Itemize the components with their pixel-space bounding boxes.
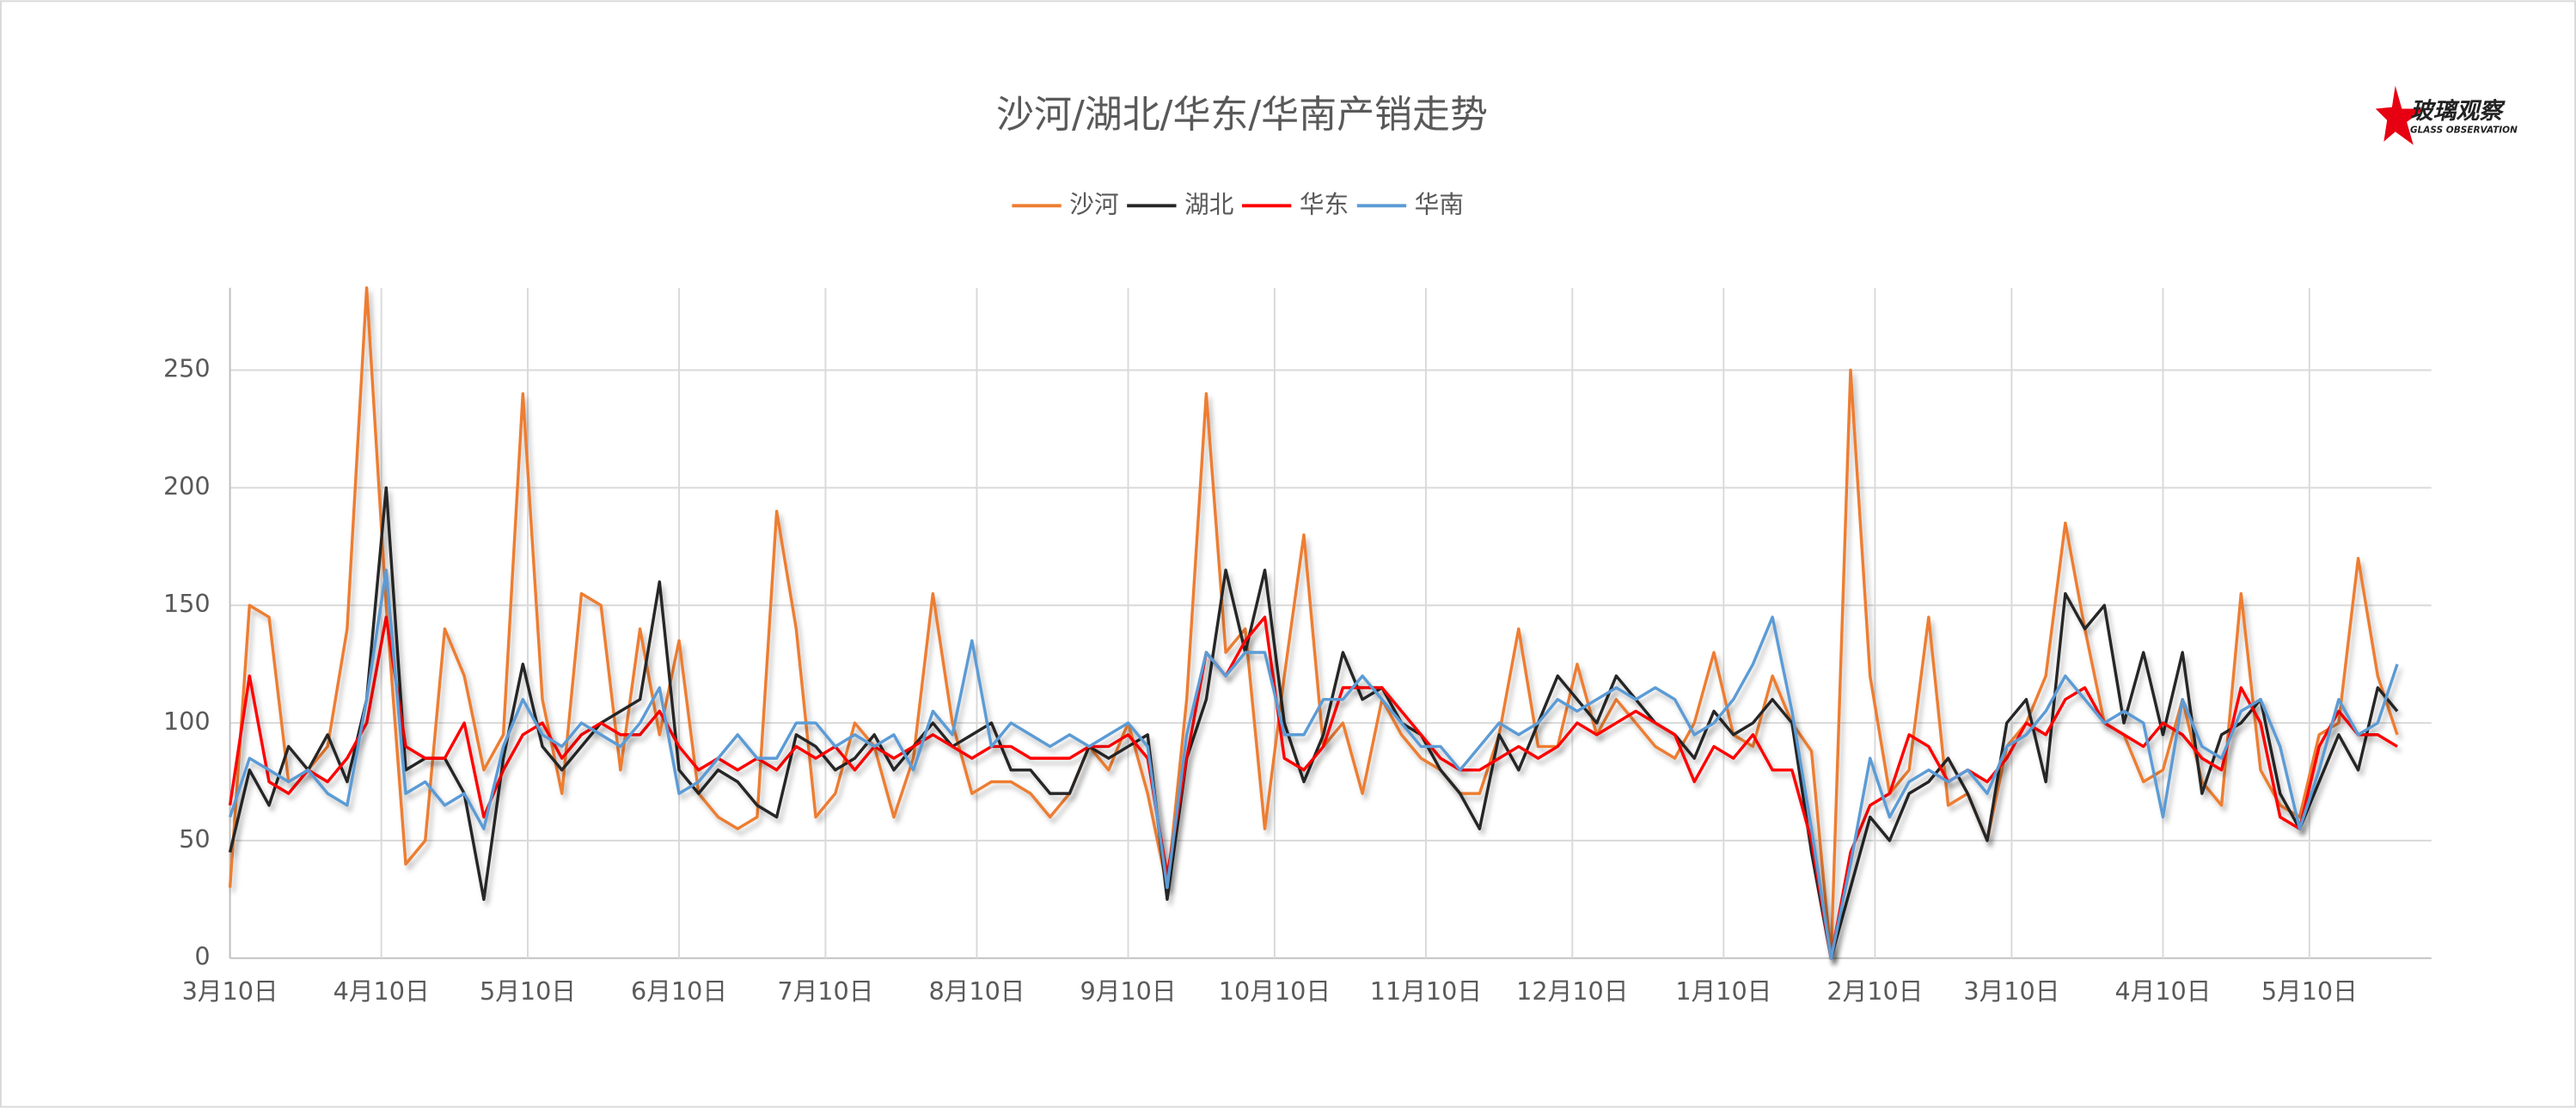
legend-label: 华东 — [1300, 189, 1349, 218]
plot: 0 50 100 150 200 250 3月10日 4月10日 5月10日 6月10日 7月10日… — [163, 189, 2432, 1006]
x-tick-label: 11月10日 — [1370, 976, 1482, 1006]
legend-label: 华南 — [1415, 189, 1464, 218]
y-tick-label: 250 — [163, 354, 211, 383]
logo-text: 玻璃观察 — [2410, 98, 2506, 125]
x-tick-label: 12月10日 — [1516, 976, 1628, 1006]
chart-title: 沙河/湖北/华东/华南产销走势 — [996, 93, 1488, 137]
x-tick-label: 2月10日 — [1826, 976, 1923, 1006]
x-tick-label: 3月10日 — [182, 976, 278, 1006]
x-tick-label: 6月10日 — [631, 976, 727, 1006]
x-tick-label: 4月10日 — [333, 976, 430, 1006]
x-tick-label: 8月10日 — [928, 976, 1025, 1006]
legend-label: 湖北 — [1184, 189, 1233, 218]
series-line — [228, 568, 2399, 960]
x-tick-label: 9月10日 — [1080, 976, 1177, 1006]
x-tick-label: 10月10日 — [1219, 976, 1331, 1006]
y-tick-label: 100 — [163, 707, 211, 736]
y-tick-label: 50 — [179, 824, 210, 854]
legend-label: 沙河 — [1069, 189, 1118, 218]
logo: 玻璃观察 GLASS OBSERVATION — [2375, 85, 2518, 145]
x-tick-label: 3月10日 — [1963, 976, 2059, 1006]
series-line — [228, 286, 2399, 960]
x-tick-label: 5月10日 — [480, 976, 576, 1006]
x-tick-label: 1月10日 — [1675, 976, 1771, 1006]
y-tick-label: 150 — [163, 589, 211, 618]
x-tick-label: 5月10日 — [2261, 976, 2358, 1006]
x-tick-label: 7月10日 — [777, 976, 873, 1006]
y-tick-label: 0 — [194, 942, 210, 971]
y-tick-label: 200 — [163, 471, 211, 500]
logo-subtitle: GLASS OBSERVATION — [2410, 125, 2518, 135]
logo-star — [2375, 85, 2426, 145]
x-tick-label: 4月10日 — [2114, 976, 2211, 1006]
